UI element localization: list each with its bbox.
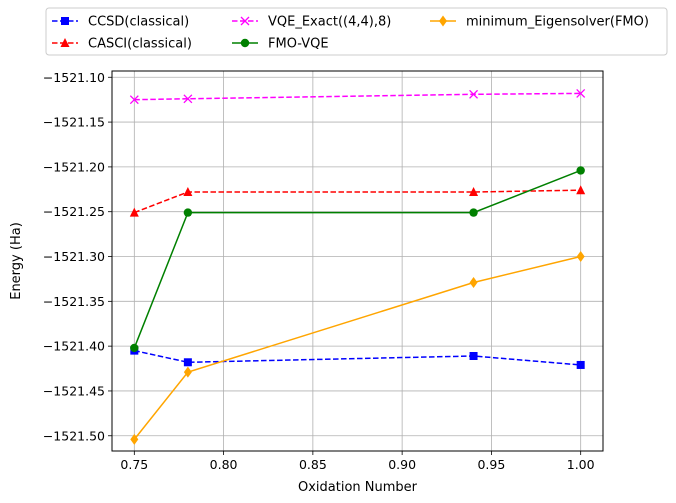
data-point [469, 352, 478, 360]
data-point [576, 166, 585, 175]
data-point [469, 89, 479, 99]
plot-area-frame [111, 70, 604, 452]
x-axis: 0.75 0.80 0.85 0.90 0.95 1.00 [120, 451, 595, 472]
data-point [469, 186, 479, 196]
x-axis-title: Oxidation Number [298, 480, 418, 495]
y-tick-label: −1521.10 [43, 70, 105, 85]
data-point [576, 185, 586, 195]
y-tick-label: −1521.40 [43, 339, 105, 354]
data-point [183, 208, 193, 217]
x-tick-label: 0.90 [388, 457, 416, 472]
series-4 [130, 251, 585, 445]
legend-marker [240, 38, 250, 48]
legend-marker [60, 38, 70, 47]
series-line [134, 92, 581, 101]
series-3 [130, 166, 585, 353]
y-tick-label: −1521.20 [43, 159, 105, 174]
y-tick-label: −1521.35 [43, 294, 105, 309]
data-point [576, 88, 586, 98]
data-point [576, 251, 585, 263]
series-line [133, 169, 581, 349]
legend-label: FMO-VQE [268, 37, 329, 52]
legend-label: VQE_Exact((4,4),8) [268, 15, 391, 30]
series-line [134, 349, 581, 366]
series-layer [129, 88, 586, 445]
data-point [576, 360, 585, 369]
x-tick-label: 0.95 [477, 457, 505, 472]
legend-item: FMO-VQE [232, 37, 329, 52]
data-point [183, 94, 193, 104]
y-tick-label: −1521.30 [43, 249, 105, 264]
series-2 [129, 88, 586, 105]
y-tick-label: −1521.25 [43, 204, 105, 219]
data-point [183, 358, 192, 367]
data-point [130, 343, 139, 353]
legend-label: CASCI(classical) [88, 37, 192, 52]
series-0 [130, 346, 585, 369]
data-point [130, 433, 139, 445]
legend-item: VQE_Exact((4,4),8) [232, 15, 391, 30]
series-line [133, 255, 581, 440]
legend-marker [439, 15, 447, 27]
legend-label: CCSD(classical) [88, 15, 189, 30]
x-tick-label: 0.85 [299, 457, 327, 472]
legend-marker [240, 16, 250, 26]
data-point [469, 208, 478, 217]
data-point [129, 95, 139, 105]
data-point [183, 366, 192, 378]
data-point [129, 207, 139, 217]
legend-box [45, 7, 668, 56]
y-axis-title: Energy (Ha) [9, 222, 24, 300]
x-tick-label: 0.80 [210, 457, 238, 472]
legend-item: minimum_Eigensolver(FMO) [430, 15, 649, 30]
legend-item: CCSD(classical) [52, 15, 189, 30]
legend-marker [61, 17, 69, 25]
legend: CCSD(classical) CASCI(classical) VQE_Exact… [45, 7, 668, 56]
y-tick-label: −1521.15 [43, 115, 105, 130]
legend-item: CASCI(classical) [52, 37, 192, 52]
y-tick-label: −1521.45 [43, 383, 105, 398]
series-line [134, 189, 581, 214]
data-point [183, 186, 193, 196]
x-tick-label: 1.00 [567, 457, 595, 472]
x-tick-label: 0.75 [120, 457, 148, 472]
grid [112, 71, 603, 451]
y-tick-label: −1521.50 [43, 428, 105, 443]
legend-label: minimum_Eigensolver(FMO) [466, 15, 649, 30]
y-axis: −1521.10 −1521.15 −1521.20 −1521.25 −1521.30… [43, 70, 112, 443]
data-point [469, 277, 478, 289]
